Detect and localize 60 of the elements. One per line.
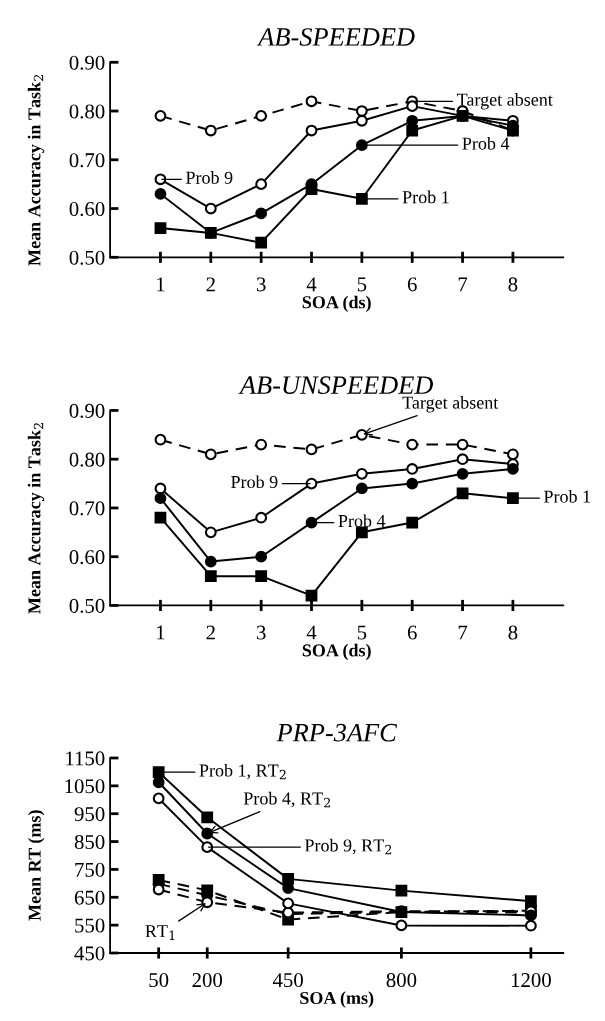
annotation: Prob 9, RT$_{2}$ xyxy=(304,838,392,855)
y-tick-label: 0.50 xyxy=(69,250,105,265)
annotation: Prob 4, RT$_{2}$ xyxy=(243,791,331,808)
y-tick-label: 650 xyxy=(74,890,105,905)
x-tick-label: 7 xyxy=(458,277,468,292)
chart-title: AB-SPEEDED xyxy=(256,28,415,46)
annotation: Prob 1 xyxy=(402,190,449,204)
annotation: Target absent xyxy=(456,93,553,110)
annotation: Prob 1, RT$_{2}$ xyxy=(199,763,286,780)
y-tick-label: 1150 xyxy=(66,751,105,766)
y-tick-label: 0.70 xyxy=(69,153,105,168)
chart-title: AB-UNSPEEDED xyxy=(238,376,434,395)
x-tick-label: 50 xyxy=(149,973,169,988)
x-axis-title: SOA (ms) xyxy=(300,991,374,1008)
x-tick-label: 1200 xyxy=(511,973,551,988)
x-tick-label: 8 xyxy=(508,277,518,292)
x-tick-label: 2 xyxy=(206,625,215,640)
x-axis-title: SOA (ds) xyxy=(302,643,371,661)
x-tick-label: 3 xyxy=(256,277,266,292)
x-tick-label: 4 xyxy=(306,625,317,640)
annotation: Prob 1 xyxy=(543,490,591,503)
y-axis-title: Mean Accuracy in Task$_{2}$ xyxy=(27,74,45,266)
y-tick-label: 0.90 xyxy=(69,55,105,70)
x-tick-label: 4 xyxy=(306,277,317,292)
x-tick-label: 450 xyxy=(272,973,303,988)
y-tick-label: 0.90 xyxy=(69,403,105,418)
y-axis-title: Mean Accuracy in Task$_{2}$ xyxy=(27,423,45,614)
y-tick-label: 0.60 xyxy=(69,550,105,565)
annotation: Target absent xyxy=(402,396,499,413)
y-tick-label: 0.60 xyxy=(69,201,105,217)
x-tick-label: 7 xyxy=(458,625,468,640)
y-tick-label: 0.70 xyxy=(69,501,105,516)
y-tick-label: 1050 xyxy=(65,779,105,794)
x-axis-title: SOA (ds) xyxy=(302,295,371,312)
y-tick-label: 0.80 xyxy=(69,104,105,119)
y-tick-label: 550 xyxy=(75,918,105,933)
annotation: Prob 9 xyxy=(231,475,278,489)
x-tick-label: 5 xyxy=(357,625,367,640)
x-tick-label: 3 xyxy=(256,625,266,640)
x-tick-label: 5 xyxy=(357,277,367,292)
chart-title: PRP-3AFC xyxy=(276,723,398,742)
annotation: RT$_{1}$ xyxy=(145,925,175,940)
y-tick-label: 450 xyxy=(74,946,105,961)
annotation: Prob 4 xyxy=(462,136,510,150)
x-tick-label: 1 xyxy=(157,277,165,292)
y-tick-label: 0.50 xyxy=(69,598,105,613)
x-tick-label: 800 xyxy=(386,973,417,988)
annotation: Prob 9 xyxy=(185,171,233,184)
x-tick-label: 6 xyxy=(407,625,417,640)
y-axis-title: Mean RT (ms) xyxy=(28,810,45,921)
y-tick-label: 750 xyxy=(75,862,105,877)
x-tick-label: 1 xyxy=(157,625,165,640)
x-tick-label: 2 xyxy=(206,277,215,292)
x-tick-label: 8 xyxy=(508,625,518,640)
y-tick-label: 850 xyxy=(74,834,105,849)
x-tick-label: 6 xyxy=(407,277,417,292)
annotation: Prob 4 xyxy=(338,514,386,528)
x-tick-label: 200 xyxy=(192,973,223,988)
y-tick-label: 0.80 xyxy=(69,452,105,467)
y-tick-label: 950 xyxy=(74,807,105,822)
